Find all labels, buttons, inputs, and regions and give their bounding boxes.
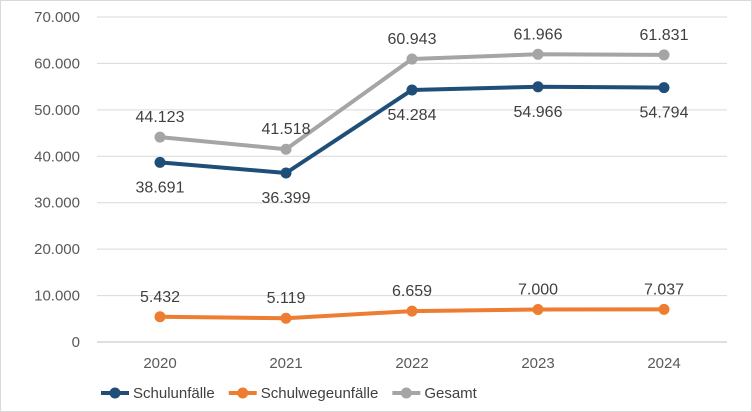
legend-label: Schulwegeunfälle xyxy=(261,385,379,402)
y-axis-ticks: 0 10.000 20.000 30.000 40.000 50.000 60.000 70.… xyxy=(34,9,80,351)
data-point xyxy=(154,131,166,143)
legend-swatch-marker xyxy=(237,387,249,399)
y-tick-label: 0 xyxy=(72,334,80,351)
y-tick-label: 70.000 xyxy=(34,9,80,26)
data-label: 61.966 xyxy=(514,26,563,43)
x-axis-ticks: 2020 2021 2022 2023 2024 xyxy=(143,355,680,372)
data-point xyxy=(154,156,166,168)
data-point xyxy=(658,49,670,61)
gridlines xyxy=(97,16,727,343)
data-labels: 38.691 36.399 54.284 54.966 54.794 5.432 5.119… xyxy=(136,26,689,307)
x-tick-label: 2024 xyxy=(647,355,680,372)
data-label: 61.831 xyxy=(640,27,689,44)
data-label: 7.037 xyxy=(644,281,684,298)
x-tick-label: 2022 xyxy=(395,355,428,372)
data-point xyxy=(280,143,292,155)
y-tick-label: 40.000 xyxy=(34,148,80,165)
legend-label: Gesamt xyxy=(424,385,477,402)
data-label: 41.518 xyxy=(262,121,311,138)
data-label: 6.659 xyxy=(392,283,432,300)
legend-swatch-marker xyxy=(109,387,121,399)
series-lines xyxy=(154,48,670,324)
data-label: 60.943 xyxy=(388,31,437,48)
data-point xyxy=(406,84,418,96)
y-tick-label: 30.000 xyxy=(34,195,80,212)
data-label: 7.000 xyxy=(518,282,558,299)
data-point xyxy=(532,81,544,93)
x-tick-label: 2023 xyxy=(521,355,554,372)
data-point xyxy=(532,304,544,315)
data-label: 38.691 xyxy=(136,179,185,196)
data-point xyxy=(658,82,670,94)
y-tick-label: 50.000 xyxy=(34,102,80,119)
data-label: 54.794 xyxy=(640,105,689,122)
y-tick-label: 60.000 xyxy=(34,55,80,72)
data-label: 36.399 xyxy=(262,190,311,207)
data-point xyxy=(280,312,292,324)
data-label: 54.284 xyxy=(388,107,437,124)
legend-swatch-marker xyxy=(400,387,412,399)
series-line xyxy=(158,52,666,152)
data-point xyxy=(658,303,670,315)
x-tick-label: 2020 xyxy=(143,355,176,372)
data-label: 5.119 xyxy=(267,290,306,307)
x-tick-label: 2021 xyxy=(269,355,302,372)
data-label: 44.123 xyxy=(136,109,185,126)
data-point xyxy=(406,53,418,65)
data-point xyxy=(280,167,292,179)
data-label: 54.966 xyxy=(514,104,563,121)
legend-label: Schulunfälle xyxy=(133,385,215,402)
data-point xyxy=(406,305,418,317)
legend: Schulunfälle Schulwegeunfälle Gesamt xyxy=(101,385,478,402)
y-tick-label: 20.000 xyxy=(34,241,80,258)
series-line xyxy=(158,84,666,176)
data-point xyxy=(154,311,166,323)
data-point xyxy=(532,48,544,60)
y-tick-label: 10.000 xyxy=(34,288,80,305)
data-label: 5.432 xyxy=(140,289,180,306)
